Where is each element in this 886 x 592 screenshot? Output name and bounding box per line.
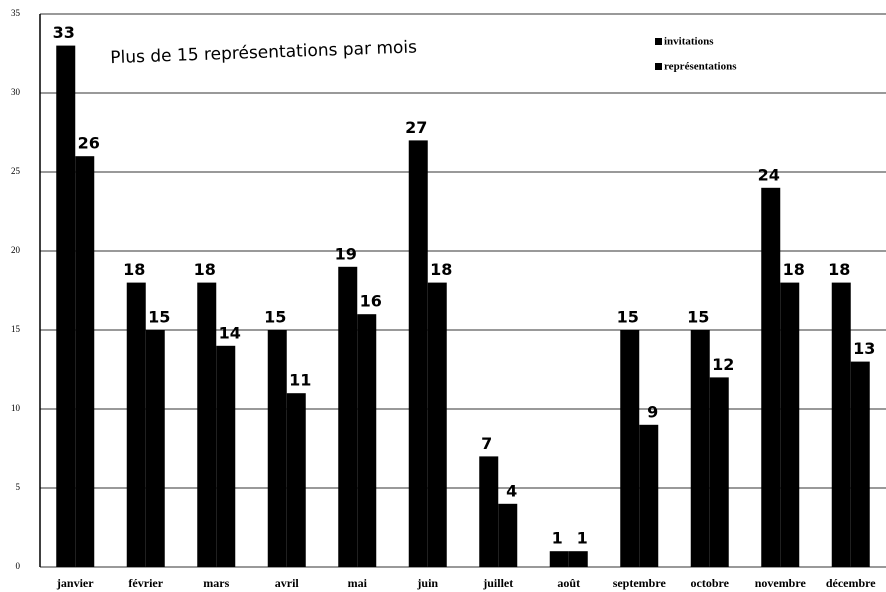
x-tick-label: octobre [691,576,730,590]
value-label: 1 [577,529,588,548]
value-label: 18 [783,260,805,279]
value-label: 18 [828,260,850,279]
value-label: 4 [506,481,517,500]
x-tick-label: février [128,576,163,590]
y-tick-label: 25 [11,166,21,176]
bar [549,551,569,567]
bar [408,140,428,567]
value-label: 15 [264,308,286,327]
bar [427,282,447,567]
value-label: 7 [481,434,492,453]
bar [216,345,236,567]
y-tick-label: 15 [11,324,21,334]
x-tick-label: janvier [56,576,94,590]
value-label: 33 [53,23,75,42]
value-label: 15 [148,308,170,327]
x-tick-label: mai [348,576,368,590]
bar [709,377,729,567]
value-label: 11 [289,371,311,390]
x-tick-label: août [557,576,580,590]
x-tick-label: avril [275,576,300,590]
x-tick-label: juin [416,576,438,590]
y-tick-label: 0 [16,561,21,571]
bar [568,551,588,567]
bar [780,282,800,567]
bar [145,330,165,567]
bar [498,503,518,567]
value-label: 18 [123,260,145,279]
value-label: 13 [853,339,875,358]
value-label: 18 [430,260,452,279]
bar [620,330,640,567]
y-tick-label: 5 [16,482,21,492]
legend-swatch [655,38,662,45]
value-label: 16 [360,292,382,311]
bar [357,314,377,567]
y-tick-label: 20 [11,245,21,255]
x-tick-label: décembre [826,576,876,590]
value-label: 9 [647,402,658,421]
value-label: 15 [687,308,709,327]
chart-title: Plus de 15 représentations par mois [110,37,417,68]
bar [75,156,95,567]
bar [56,45,76,568]
bar [126,282,146,567]
bar [286,393,306,567]
x-tick-label: septembre [613,576,667,590]
value-label: 18 [194,260,216,279]
legend-label: invitations [664,36,714,48]
bar [639,424,659,567]
bar [479,456,499,567]
value-label: 14 [219,323,241,342]
bar [267,330,287,567]
legend-label: représentations [664,61,737,73]
x-tick-label: juillet [482,576,513,590]
bar [850,361,870,567]
y-tick-label: 30 [11,87,21,97]
value-label: 15 [617,308,639,327]
value-label: 19 [335,244,357,263]
bar [690,330,710,567]
y-tick-label: 10 [11,403,21,413]
x-tick-label: mars [203,576,229,590]
x-tick-label: novembre [755,576,807,590]
bar [197,282,217,567]
legend-swatch [655,63,662,70]
value-label: 12 [712,355,734,374]
bar [831,282,851,567]
y-tick-label: 35 [11,8,21,18]
value-label: 26 [78,134,100,153]
value-label: 27 [405,118,427,137]
bar [338,266,358,567]
value-label: 1 [552,529,563,548]
value-label: 24 [758,165,780,184]
bar [761,187,781,568]
